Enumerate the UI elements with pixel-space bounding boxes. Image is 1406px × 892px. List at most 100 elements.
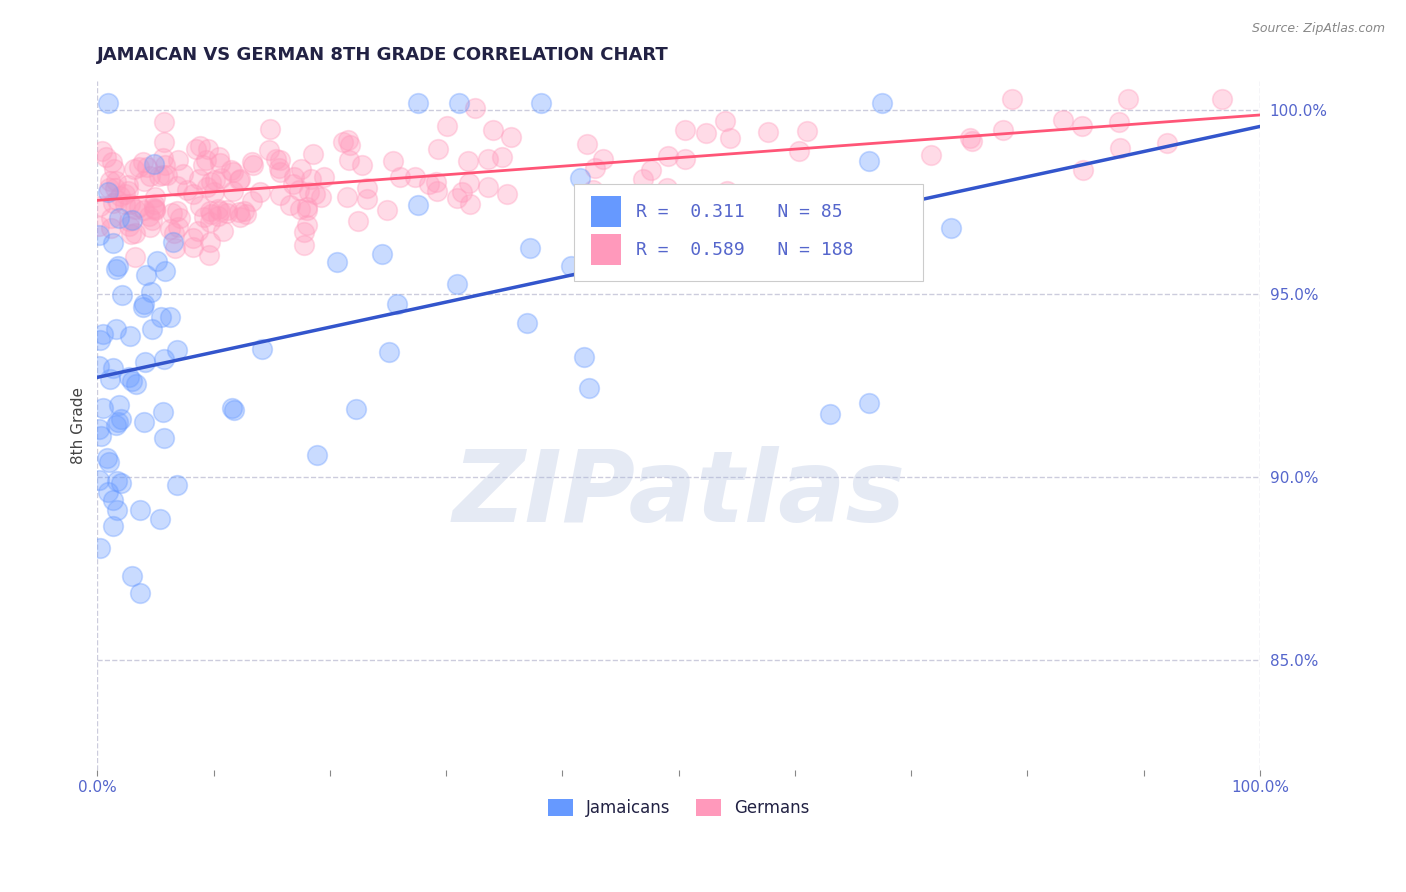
Point	[312, 170, 335, 185]
Point	[118, 219, 141, 234]
Point	[143, 196, 166, 211]
Point	[295, 200, 318, 214]
Point	[516, 316, 538, 330]
Point	[389, 170, 412, 185]
Point	[800, 196, 823, 211]
Point	[132, 155, 155, 169]
Y-axis label: 8th Grade: 8th Grade	[72, 387, 86, 464]
Point	[449, 96, 471, 111]
Point	[208, 155, 231, 169]
Point	[240, 194, 263, 208]
Point	[477, 180, 499, 194]
Point	[101, 361, 124, 376]
Point	[187, 224, 209, 238]
Point	[156, 168, 179, 182]
Point	[114, 197, 136, 211]
Point	[259, 143, 281, 157]
Point	[530, 96, 553, 111]
Point	[138, 169, 160, 183]
Point	[425, 175, 447, 189]
Text: R =  0.589   N = 188: R = 0.589 N = 188	[636, 241, 853, 259]
Point	[406, 96, 429, 111]
Point	[87, 359, 110, 373]
Point	[418, 177, 440, 191]
Legend: Jamaicans, Germans: Jamaicans, Germans	[541, 792, 815, 823]
Point	[959, 131, 981, 145]
Point	[128, 201, 150, 215]
Point	[339, 137, 361, 152]
Point	[146, 253, 169, 268]
Point	[228, 210, 250, 224]
Point	[118, 329, 141, 343]
Point	[215, 203, 238, 218]
Point	[1052, 113, 1074, 128]
Point	[292, 225, 315, 239]
Point	[169, 211, 191, 226]
Point	[159, 222, 181, 236]
Point	[221, 401, 243, 415]
Point	[131, 300, 153, 314]
Point	[149, 310, 172, 324]
Point	[377, 345, 399, 359]
Point	[188, 172, 211, 186]
Point	[796, 123, 818, 137]
Point	[655, 180, 678, 194]
FancyBboxPatch shape	[574, 185, 922, 281]
Point	[132, 415, 155, 429]
Point	[457, 176, 479, 190]
Point	[789, 145, 811, 159]
Point	[134, 297, 156, 311]
Point	[491, 150, 513, 164]
Point	[166, 220, 188, 235]
Point	[98, 181, 121, 195]
Point	[101, 519, 124, 533]
Point	[107, 259, 129, 273]
Point	[162, 235, 184, 250]
Point	[208, 151, 231, 165]
Point	[97, 455, 120, 469]
Point	[269, 188, 291, 202]
Point	[118, 369, 141, 384]
Point	[153, 114, 176, 128]
Point	[87, 219, 110, 233]
Point	[139, 220, 162, 235]
Point	[153, 136, 176, 150]
Point	[344, 402, 367, 417]
Point	[290, 161, 312, 176]
Point	[640, 163, 662, 178]
Point	[377, 202, 399, 217]
Text: ZIPatlas: ZIPatlas	[453, 446, 905, 543]
Point	[143, 190, 166, 204]
Point	[446, 277, 468, 292]
Point	[166, 204, 188, 219]
Point	[572, 350, 595, 364]
Point	[105, 262, 128, 277]
Point	[176, 184, 198, 198]
Point	[193, 158, 215, 172]
Point	[406, 198, 429, 212]
Point	[186, 142, 208, 156]
Point	[198, 235, 221, 249]
Point	[100, 221, 122, 235]
Point	[309, 190, 332, 204]
Point	[404, 169, 426, 184]
Point	[188, 199, 211, 213]
Point	[834, 189, 856, 203]
Point	[172, 167, 194, 181]
Point	[89, 541, 111, 555]
Point	[385, 296, 408, 310]
Point	[97, 185, 120, 199]
Point	[381, 153, 404, 168]
Point	[716, 184, 738, 198]
Point	[920, 147, 942, 161]
Point	[582, 182, 605, 196]
Point	[219, 162, 242, 177]
Point	[153, 351, 176, 366]
Point	[426, 184, 449, 198]
Point	[91, 401, 114, 416]
Point	[166, 477, 188, 491]
Point	[583, 161, 606, 176]
Point	[569, 171, 592, 186]
Point	[457, 153, 479, 168]
Point	[695, 211, 717, 226]
